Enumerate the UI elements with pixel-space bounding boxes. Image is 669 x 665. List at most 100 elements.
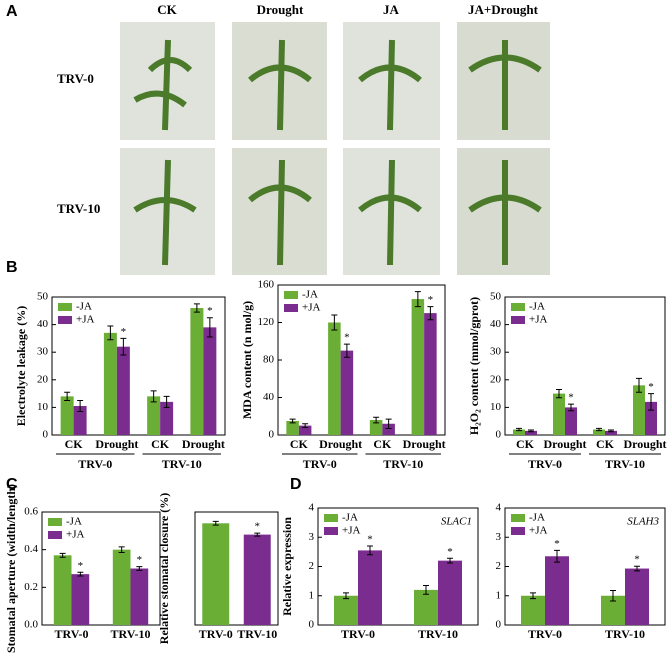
error-bar xyxy=(289,418,296,424)
y-axis-label: Stomatal aperture (width/length) xyxy=(4,484,18,653)
y-tick-label: 10 xyxy=(37,401,49,413)
legend-swatch xyxy=(284,304,298,312)
plant xyxy=(133,39,193,131)
error-bar xyxy=(163,395,170,408)
bar xyxy=(411,299,425,435)
bar xyxy=(605,430,617,435)
error-bar xyxy=(634,565,640,572)
bar xyxy=(424,313,437,435)
group-label: TRV-10 xyxy=(162,457,202,471)
y-tick-label: 0.4 xyxy=(24,543,38,555)
error-bar xyxy=(385,418,392,429)
panel-label: A xyxy=(6,3,18,20)
group-label: TRV-0 xyxy=(303,457,337,471)
error-bar xyxy=(118,546,125,553)
significance: * xyxy=(78,560,84,572)
x-tick-label: CK xyxy=(65,437,84,451)
significance: * xyxy=(344,332,350,344)
y-axis-label: MDA content (n mol/g) xyxy=(240,301,254,419)
bar xyxy=(60,396,74,435)
x-tick-label: Drought xyxy=(95,437,138,451)
bar xyxy=(525,430,537,435)
x-tick-label: TRV-0 xyxy=(341,627,375,641)
bar xyxy=(243,534,271,625)
bar xyxy=(369,420,383,435)
bar xyxy=(130,568,149,625)
y-tick-label: 0 xyxy=(43,429,49,441)
y-tick-label: 0.0 xyxy=(24,619,38,631)
significance: * xyxy=(554,538,560,550)
error-bar xyxy=(596,427,602,432)
plant xyxy=(248,159,312,266)
y-tick-label: 0 xyxy=(496,619,502,631)
y-tick-label: 4 xyxy=(496,502,502,514)
y-tick-label: 0 xyxy=(496,429,502,441)
legend-label: +JA xyxy=(529,525,547,537)
legend-swatch xyxy=(511,303,525,311)
plot-frame xyxy=(194,511,279,626)
bar xyxy=(112,549,131,625)
x-tick-label: CK xyxy=(516,437,535,451)
error-bar xyxy=(608,429,614,433)
error-bar xyxy=(554,549,560,563)
y-tick-label: 0.2 xyxy=(24,581,38,593)
panel-label: C xyxy=(6,476,18,493)
plant xyxy=(248,39,312,131)
y-axis-label: H₂O₂ content (mmol/gprot) xyxy=(467,297,481,435)
bar xyxy=(334,595,358,625)
group-label: TRV-0 xyxy=(78,457,112,471)
bar xyxy=(625,568,649,625)
x-tick-label: TRV-0 xyxy=(54,627,88,641)
bar xyxy=(190,308,204,435)
column-label: Drought xyxy=(257,2,304,17)
bar xyxy=(73,406,87,435)
x-tick-label: TRV-0 xyxy=(528,627,562,641)
x-tick-label: TRV-10 xyxy=(605,627,645,641)
error-bar xyxy=(59,552,66,558)
y-tick-label: 3 xyxy=(496,531,502,543)
x-tick-label: Drought xyxy=(403,437,446,451)
bar xyxy=(103,332,117,435)
y-tick-label: 20 xyxy=(490,373,502,385)
panel-label: D xyxy=(290,476,302,493)
y-tick-label: 2 xyxy=(309,560,315,572)
bar xyxy=(513,429,525,435)
legend-label: -JA xyxy=(342,512,358,524)
plot-frame xyxy=(504,296,666,436)
error-bar xyxy=(528,429,534,433)
bar xyxy=(553,393,565,435)
x-tick-label: CK xyxy=(373,437,392,451)
plant xyxy=(358,159,422,266)
error-bar xyxy=(373,416,380,424)
y-axis-label: Electrolyte leakage (%) xyxy=(14,306,28,426)
legend-label: -JA xyxy=(529,512,545,524)
bar xyxy=(202,523,230,625)
legend-swatch xyxy=(324,527,338,535)
x-tick-label: TRV-10 xyxy=(110,627,150,641)
bar xyxy=(160,401,174,435)
plant xyxy=(133,159,197,266)
legend-label: -JA xyxy=(302,289,318,301)
bar xyxy=(298,425,312,435)
error-bar xyxy=(516,427,522,432)
y-tick-label: 40 xyxy=(37,318,49,330)
legend-swatch xyxy=(511,514,525,522)
legend-swatch xyxy=(58,303,72,311)
y-axis-label: Relative stomatal closure (%) xyxy=(157,493,171,644)
y-tick-label: 3 xyxy=(309,531,315,543)
y-axis-label: Relative expression xyxy=(280,517,294,616)
x-tick-label: TRV-0 xyxy=(199,627,233,641)
bar xyxy=(71,574,90,625)
error-bar xyxy=(556,388,562,399)
error-bar xyxy=(331,314,338,331)
error-bar xyxy=(367,545,373,556)
plot-frame xyxy=(41,511,161,626)
x-tick-label: Drought xyxy=(543,437,586,451)
y-tick-label: 80 xyxy=(263,354,275,366)
plant xyxy=(468,40,542,130)
legend-swatch xyxy=(511,316,525,324)
error-bar xyxy=(648,393,654,411)
error-bar xyxy=(254,532,261,537)
error-bar xyxy=(136,566,143,571)
y-tick-label: 4 xyxy=(309,502,315,514)
